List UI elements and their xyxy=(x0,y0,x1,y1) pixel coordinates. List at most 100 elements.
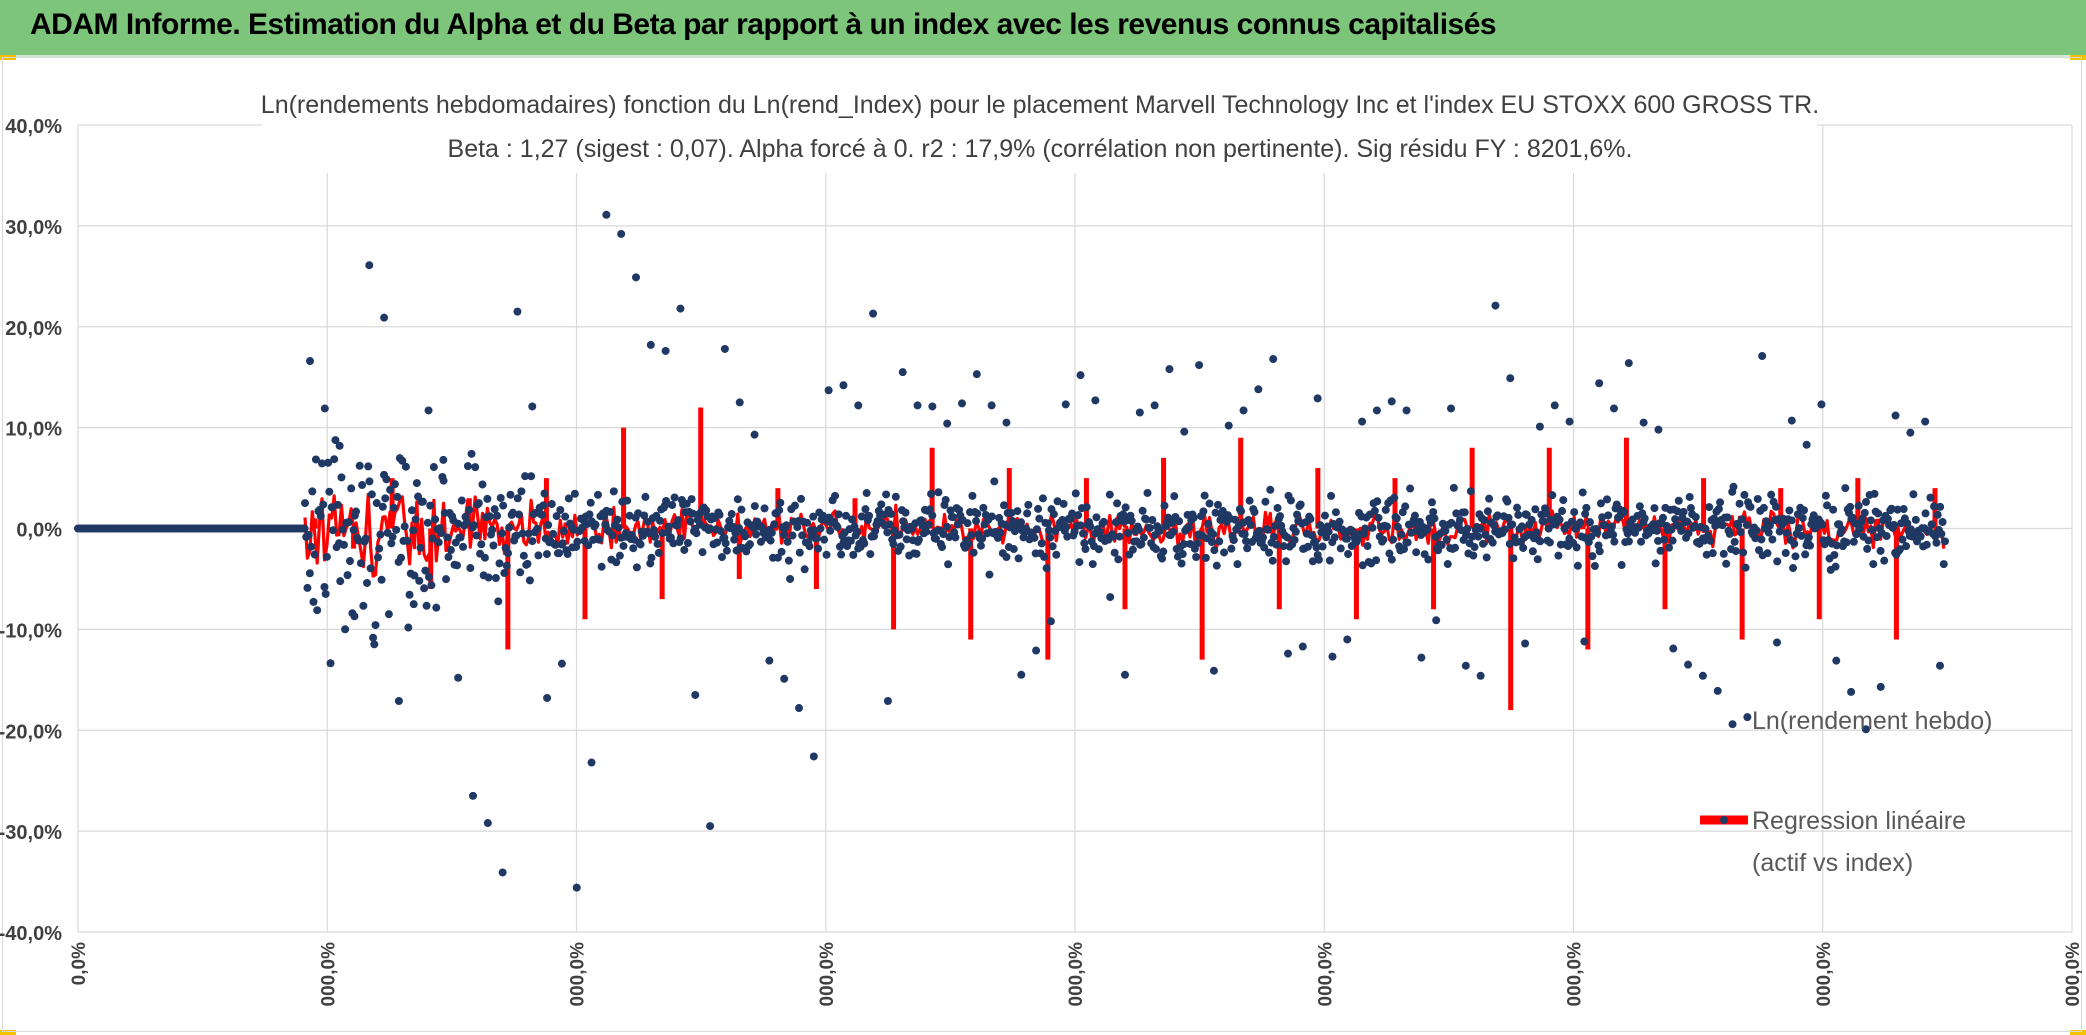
scatter-point xyxy=(1489,521,1498,530)
scatter-point xyxy=(561,512,570,521)
scatter-point xyxy=(1517,522,1526,531)
scatter-point xyxy=(528,402,537,411)
scatter-point xyxy=(336,577,345,586)
scatter-point xyxy=(393,492,402,501)
scatter-point xyxy=(502,561,511,570)
scatter-point xyxy=(1837,525,1846,534)
scatter-point xyxy=(1143,488,1152,497)
scatter-point xyxy=(415,576,424,585)
scatter-point xyxy=(640,511,649,520)
scatter-point xyxy=(1903,519,1912,528)
scatter-point xyxy=(347,484,356,493)
scatter-point xyxy=(1335,517,1344,526)
scatter-point xyxy=(514,510,523,519)
scatter-point xyxy=(1082,503,1091,512)
scatter-point xyxy=(307,542,316,551)
scatter-point xyxy=(1899,505,1908,514)
scatter-point xyxy=(1429,507,1438,516)
scatter-point xyxy=(490,505,499,514)
scatter-point xyxy=(1573,561,1582,570)
scatter-point xyxy=(1718,521,1727,530)
scatter-point xyxy=(727,510,736,519)
scatter-point xyxy=(1312,543,1321,552)
scatter-point xyxy=(337,473,346,482)
scatter-point xyxy=(1660,535,1669,544)
scatter-point xyxy=(1407,528,1416,537)
scatter-point xyxy=(1565,417,1574,426)
scatter-point xyxy=(609,487,618,496)
scatter-point xyxy=(1155,526,1164,535)
scatter-point xyxy=(1639,418,1648,427)
scatter-point xyxy=(655,516,664,525)
scatter-point xyxy=(320,583,329,592)
scatter-point xyxy=(1677,526,1686,535)
scatter-point xyxy=(498,868,507,877)
scatter-point xyxy=(1361,524,1370,533)
scatter-point xyxy=(1318,542,1327,551)
scatter-point xyxy=(1650,504,1659,513)
scatter-point xyxy=(400,522,409,531)
scatter-point xyxy=(1736,528,1745,537)
scatter-point xyxy=(354,536,363,545)
scatter-point xyxy=(306,357,314,366)
scatter-point xyxy=(1068,509,1077,518)
scatter-point xyxy=(1668,536,1677,545)
scatter-point xyxy=(1293,510,1302,519)
scatter-point xyxy=(641,492,650,501)
scatter-point xyxy=(1624,359,1633,368)
scatter-point xyxy=(1233,560,1242,569)
scatter-point xyxy=(1024,500,1033,509)
scatter-point xyxy=(320,404,329,413)
scatter-point xyxy=(1716,498,1725,507)
scatter-point xyxy=(1906,428,1915,437)
scatter-point xyxy=(387,539,396,548)
scatter-point xyxy=(1607,522,1616,531)
scatter-point xyxy=(1382,522,1391,531)
scatter-point xyxy=(1135,408,1144,417)
scatter-point xyxy=(1741,563,1750,572)
scatter-point xyxy=(1441,526,1450,535)
scatter-point xyxy=(889,540,898,549)
scatter-point xyxy=(776,498,785,507)
scatter-point xyxy=(1506,374,1515,383)
scatter-point xyxy=(1220,548,1229,557)
scatter-point xyxy=(1159,547,1168,556)
scatter-point xyxy=(924,520,933,529)
scatter-point xyxy=(716,527,725,536)
scatter-point xyxy=(444,553,453,562)
scatter-point xyxy=(1684,529,1693,538)
scatter-point xyxy=(457,496,466,505)
chart-subtitle: Beta : 1,27 (sigest : 0,07). Alpha forcé… xyxy=(448,135,1633,163)
scatter-point xyxy=(311,455,320,464)
scatter-point xyxy=(987,512,996,521)
scatter-point xyxy=(422,601,431,610)
scatter-point xyxy=(1527,515,1536,524)
scatter-point xyxy=(1013,507,1022,516)
scatter-point xyxy=(551,540,560,549)
scatter-point xyxy=(1158,554,1167,563)
scatter-point xyxy=(848,515,857,524)
scatter-point xyxy=(1683,517,1692,526)
scatter-point xyxy=(1752,526,1761,535)
scatter-point xyxy=(1260,543,1269,552)
scatter-point xyxy=(814,544,823,553)
scatter-point xyxy=(706,822,715,831)
scatter-point xyxy=(1880,556,1889,565)
scatter-point xyxy=(1731,547,1740,556)
scatter-point xyxy=(1268,556,1277,565)
scatter-point xyxy=(513,494,522,503)
y-tick-label: -40,0% xyxy=(0,923,62,945)
scatter-point xyxy=(1328,652,1337,661)
scatter-point xyxy=(1470,543,1479,552)
scatter-point xyxy=(1303,542,1312,551)
scatter-point xyxy=(898,368,907,377)
scatter-point xyxy=(629,544,638,553)
scatter-point xyxy=(1121,670,1129,679)
scatter-point xyxy=(543,693,552,702)
scatter-point xyxy=(1542,509,1551,518)
scatter-point xyxy=(1734,521,1743,530)
x-tick-label: 000,0% xyxy=(568,942,589,1007)
scatter-point xyxy=(521,472,530,481)
scatter-point xyxy=(1271,521,1280,530)
scatter-point xyxy=(1933,510,1942,519)
